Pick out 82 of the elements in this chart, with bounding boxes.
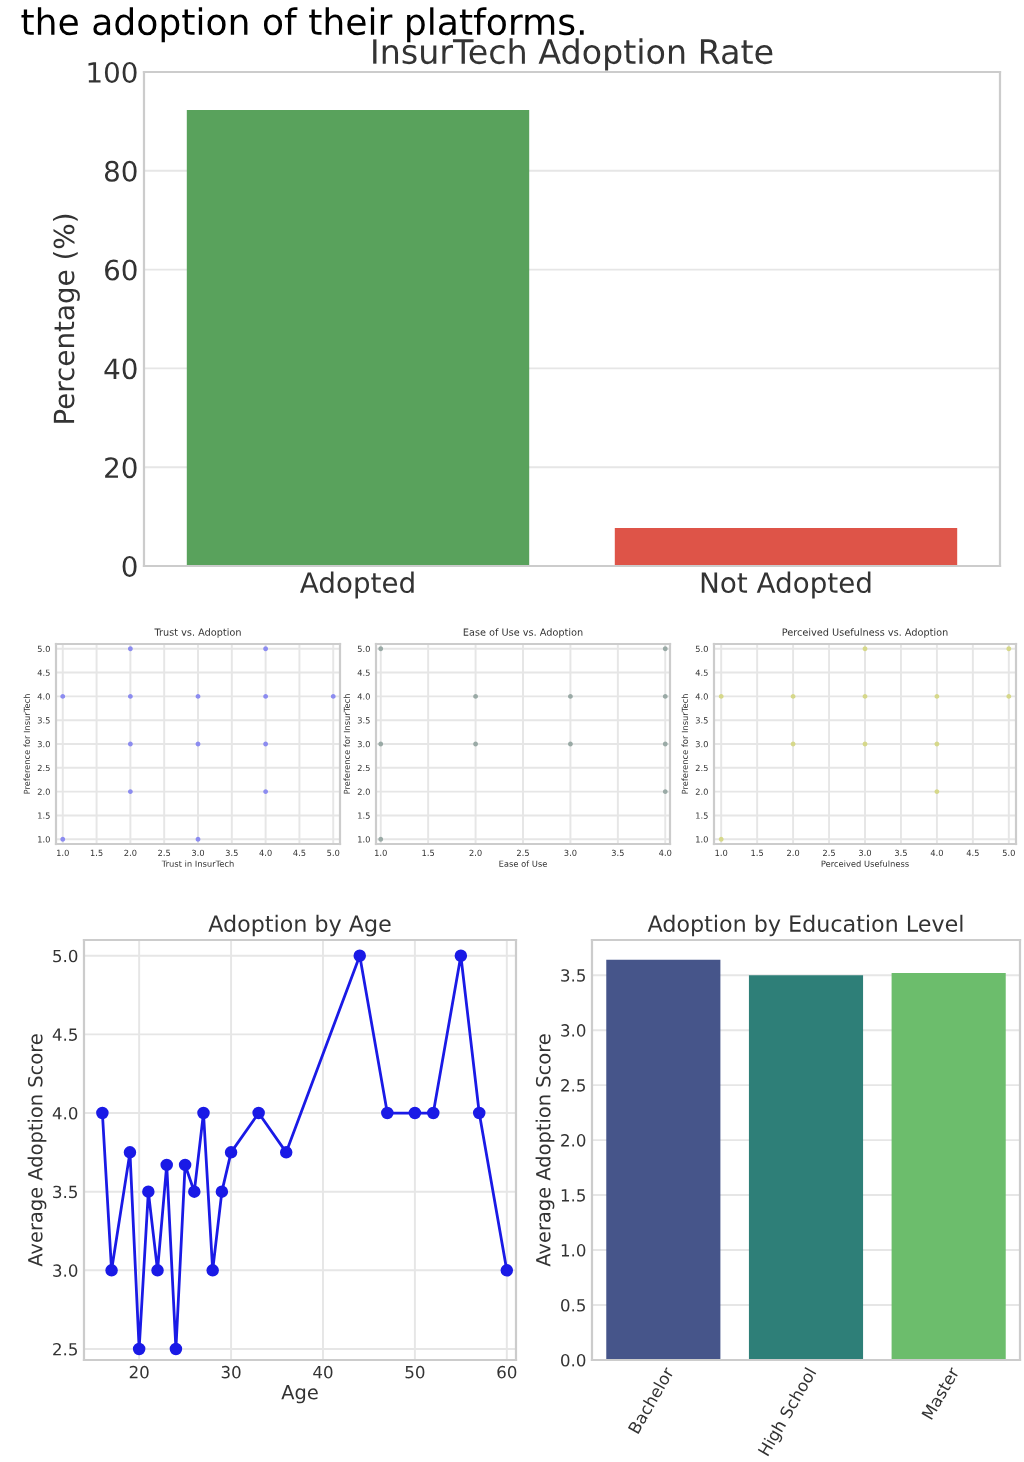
y-tick-label: 4.0 (52, 1107, 78, 1120)
y-tick-label: 3.5 (561, 969, 585, 982)
point (427, 1106, 440, 1120)
point (127, 646, 133, 652)
point (151, 1264, 164, 1277)
point (790, 693, 796, 699)
point (330, 693, 336, 699)
point (60, 836, 66, 842)
y-tick-label: 20 (105, 457, 137, 479)
point (160, 1158, 173, 1172)
y-tick-label: 0.5 (561, 1298, 585, 1312)
point (662, 693, 668, 699)
y-tick-label: 2.5 (53, 1342, 77, 1356)
x-tick-label: 20 (129, 1365, 149, 1379)
y-tick-label: 60 (105, 259, 137, 281)
point (454, 949, 468, 962)
point (60, 693, 66, 699)
point (662, 646, 668, 652)
point (263, 693, 269, 699)
y-tick-label: 0 (122, 555, 137, 577)
point (252, 1106, 265, 1120)
point (263, 646, 269, 652)
point (662, 789, 668, 795)
point (127, 789, 133, 795)
point (178, 1158, 192, 1172)
y-tick-label: 1.5 (561, 1189, 585, 1202)
point (279, 1146, 293, 1159)
point (263, 789, 269, 795)
y-tick-label: 0.0 (561, 1353, 586, 1367)
point (197, 1106, 210, 1120)
point (378, 646, 384, 652)
y-tick-label: 100 (88, 61, 137, 83)
chart-title: Adoption by Age (208, 914, 391, 937)
point (378, 836, 384, 842)
y-axis-title: Percentage (%) (53, 214, 80, 423)
y-tick-label: 3.0 (53, 1264, 78, 1277)
point (169, 1342, 183, 1356)
point (127, 693, 133, 699)
point (215, 1185, 229, 1198)
y-tick-label: 3.5 (53, 1185, 77, 1199)
y-axis-title: Average Adoption Score (535, 1034, 555, 1267)
point (378, 741, 384, 747)
y-tick-label: 4.5 (52, 1028, 77, 1041)
point (500, 1264, 514, 1277)
point (353, 949, 366, 962)
point (188, 1185, 201, 1198)
x-tick-label: Not Adopted (701, 571, 871, 599)
point (123, 1146, 137, 1159)
y-tick-label: 2.5 (561, 1079, 585, 1092)
y-tick-label: 3.0 (561, 1024, 586, 1037)
x-tick-label: 50 (405, 1365, 425, 1379)
y-tick-label: 80 (104, 160, 137, 182)
point (408, 1106, 422, 1120)
point (862, 646, 868, 652)
point (96, 1106, 109, 1120)
point (662, 741, 668, 747)
point (105, 1264, 118, 1277)
chart-title: Adoption by Education Level (647, 914, 963, 937)
point (206, 1264, 219, 1277)
point (1006, 646, 1012, 652)
x-tick-label: 30 (221, 1365, 241, 1379)
point (934, 789, 940, 795)
y-tick-label: 1.0 (561, 1244, 586, 1257)
y-tick-label: 40 (104, 358, 137, 380)
x-axis-title: Age (281, 1385, 318, 1404)
point (934, 693, 940, 699)
point (381, 1106, 394, 1120)
y-axis-title: Average Adoption Score (27, 1034, 47, 1267)
chart-title: InsurTech Adoption Rate (373, 38, 773, 71)
x-tick-label: Adopted (300, 571, 414, 599)
point (142, 1185, 155, 1198)
point (718, 693, 724, 699)
x-tick-label: 40 (313, 1365, 333, 1379)
point (718, 836, 724, 842)
point (1006, 693, 1012, 699)
y-tick-label: 2.0 (561, 1134, 586, 1147)
y-tick-label: 5.0 (53, 949, 78, 963)
point (132, 1342, 146, 1356)
point (472, 1106, 486, 1120)
point (195, 836, 201, 842)
point (224, 1146, 238, 1159)
x-tick-label: 60 (497, 1365, 517, 1379)
